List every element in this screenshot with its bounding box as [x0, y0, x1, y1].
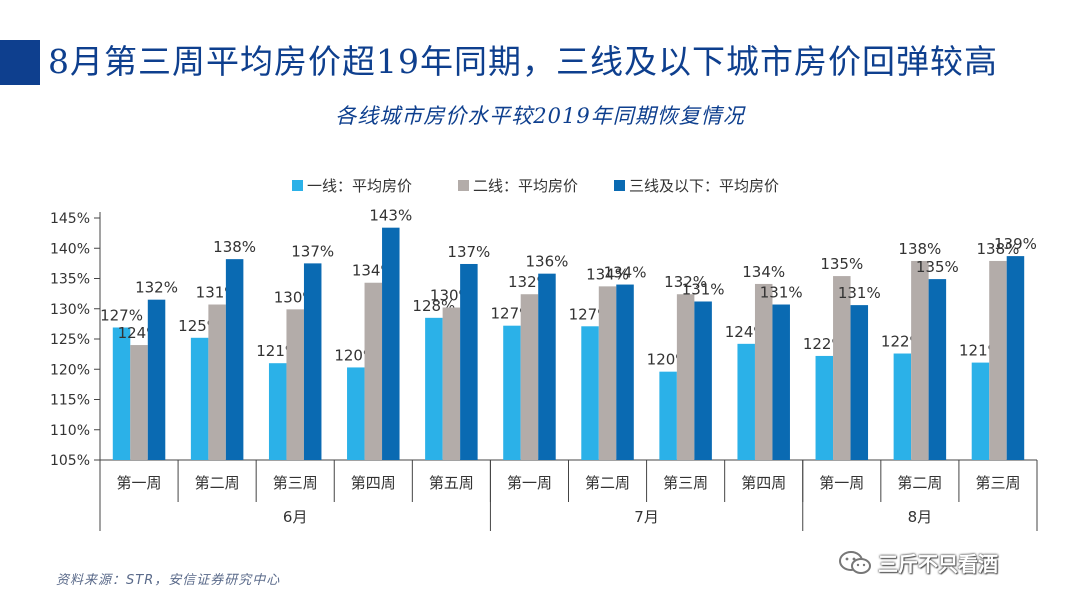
- bar: [928, 279, 947, 460]
- group-label: 7月: [634, 508, 659, 526]
- y-tick-label: 135%: [50, 272, 90, 288]
- x-tick-label: 第二周: [897, 474, 942, 492]
- x-tick-label: 第四周: [351, 474, 396, 492]
- page-title: 8月第三周平均房价超19年同期，三线及以下城市房价回弹较高: [48, 42, 998, 81]
- bar: [520, 294, 539, 460]
- source-note: 资料来源：STR，安信证券研究中心: [56, 573, 281, 588]
- data-label: 138%: [898, 240, 941, 258]
- x-tick-label: 第五周: [429, 474, 474, 492]
- y-tick-label: 115%: [50, 393, 90, 409]
- bar: [460, 263, 478, 460]
- data-label: 131%: [682, 280, 725, 298]
- bar: [1006, 256, 1025, 460]
- bar: [425, 317, 443, 460]
- legend-swatch: [458, 180, 469, 191]
- y-tick-label: 110%: [50, 423, 90, 439]
- y-tick-label: 140%: [50, 241, 90, 257]
- x-tick-label: 第二周: [585, 474, 630, 492]
- legend-label: 二线：平均房价: [473, 177, 578, 195]
- legend-swatch: [292, 180, 303, 191]
- bar: [971, 362, 990, 460]
- bar: [286, 309, 304, 460]
- x-tick-label: 第三周: [663, 474, 708, 492]
- data-label: 134%: [604, 264, 647, 282]
- bar: [737, 343, 755, 460]
- bar: [225, 259, 244, 460]
- x-tick-label: 第一周: [507, 474, 552, 492]
- y-tick-label: 145%: [50, 211, 90, 227]
- data-label: 143%: [369, 207, 412, 225]
- data-label: 135%: [820, 255, 863, 273]
- watermark-text: 三斤不只看酒: [878, 552, 998, 576]
- data-label: 136%: [526, 253, 569, 271]
- x-tick-label: 第四周: [741, 474, 786, 492]
- bar: [694, 301, 712, 460]
- bar: [112, 327, 131, 460]
- bar: [190, 337, 209, 460]
- data-label: 132%: [135, 279, 178, 297]
- bar: [598, 286, 617, 460]
- legend-label: 三线及以下：平均房价: [629, 177, 779, 195]
- data-label: 127%: [100, 307, 143, 325]
- bar: [815, 355, 834, 460]
- title-accent-bar: [0, 40, 40, 85]
- x-tick-label: 第一周: [819, 474, 864, 492]
- bar: [347, 367, 365, 460]
- bar: [382, 227, 400, 460]
- x-tick-label: 第一周: [117, 474, 162, 492]
- wechat-icon: [839, 550, 871, 574]
- legend-swatch: [614, 180, 625, 191]
- data-label: 132%: [664, 273, 707, 291]
- watermark: 三斤不只看酒: [838, 548, 998, 577]
- bar: [208, 304, 226, 460]
- bar: [772, 304, 790, 460]
- data-label: 137%: [447, 243, 490, 261]
- bar: [442, 307, 461, 460]
- bar: [268, 363, 287, 460]
- data-label: 134%: [586, 265, 629, 283]
- data-label: 137%: [291, 242, 334, 260]
- x-tick-label: 第二周: [195, 474, 240, 492]
- bar: [503, 325, 521, 460]
- bar: [581, 326, 599, 460]
- group-label: 8月: [908, 508, 933, 526]
- bar: [911, 260, 929, 460]
- legend-label: 一线：平均房价: [307, 177, 412, 195]
- group-label: 6月: [283, 508, 308, 526]
- data-label: 135%: [916, 258, 959, 276]
- bar: [989, 260, 1007, 460]
- bar: [538, 273, 556, 460]
- chart-title: 各线城市房价水平较2019年同期恢复情况: [335, 104, 745, 128]
- bar: [833, 276, 851, 460]
- y-tick-label: 105%: [50, 453, 90, 469]
- x-tick-label: 第三周: [975, 474, 1020, 492]
- bar: [130, 345, 148, 460]
- bar: [303, 263, 322, 460]
- data-label: 131%: [838, 284, 881, 302]
- y-tick-label: 125%: [50, 332, 90, 348]
- bar: [850, 305, 869, 460]
- y-tick-label: 120%: [50, 362, 90, 378]
- bar: [616, 284, 634, 460]
- data-label: 139%: [994, 235, 1037, 253]
- bar: [676, 294, 695, 460]
- data-label: 134%: [742, 263, 785, 281]
- y-tick-label: 130%: [50, 302, 90, 318]
- data-label: 138%: [977, 240, 1020, 258]
- bar: [754, 283, 773, 460]
- bar: [364, 282, 383, 460]
- bar: [893, 353, 912, 460]
- bar: [659, 371, 677, 460]
- x-tick-label: 第三周: [273, 474, 318, 492]
- data-label: 138%: [213, 238, 256, 256]
- bar: [147, 299, 166, 460]
- data-label: 131%: [760, 284, 803, 302]
